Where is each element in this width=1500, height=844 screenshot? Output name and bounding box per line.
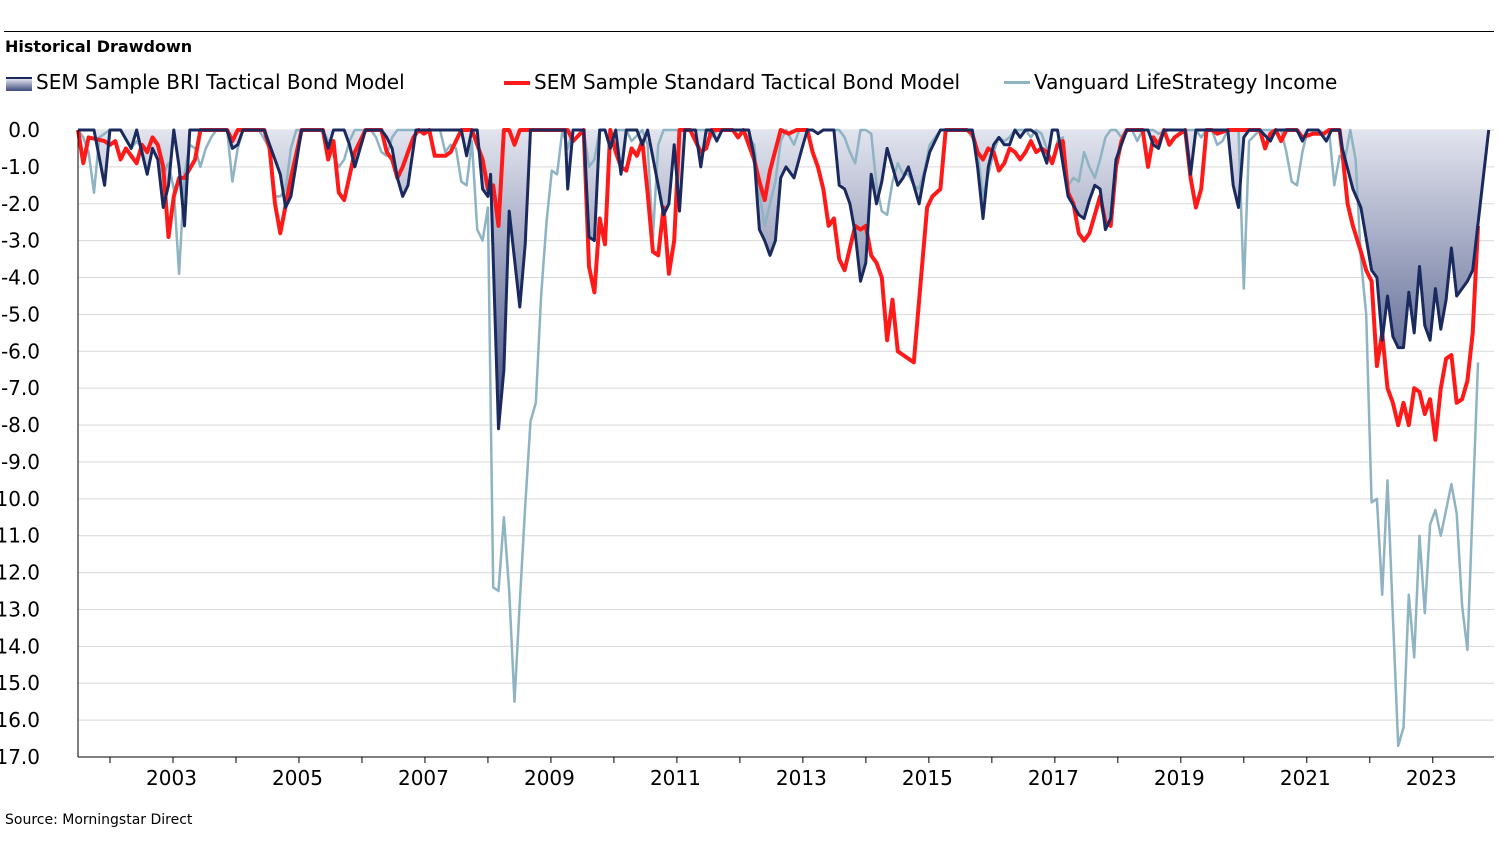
y-tick-label: -14.0 bbox=[0, 634, 40, 658]
y-tick-label: -1.0 bbox=[1, 155, 40, 179]
area-layer bbox=[78, 130, 1489, 429]
y-tick-label: -11.0 bbox=[0, 524, 40, 548]
y-tick-label: -5.0 bbox=[1, 302, 40, 326]
y-tick-label: -10.0 bbox=[0, 487, 40, 511]
y-tick-label: -4.0 bbox=[1, 266, 40, 290]
y-tick-label: -6.0 bbox=[1, 339, 40, 363]
x-tick-label: 2023 bbox=[1406, 766, 1457, 790]
series-line-standard bbox=[76, 128, 1480, 442]
source-note: Source: Morningstar Direct bbox=[5, 812, 193, 828]
x-tick-label: 2013 bbox=[776, 766, 827, 790]
series-area-bri-fill bbox=[78, 130, 1489, 429]
x-axis-ticks: 2003 2005 2007 2009 2011 2013 2015 2017 2019 2021… bbox=[109, 757, 1457, 790]
y-tick-label: -12.0 bbox=[0, 561, 40, 585]
y-tick-label: -3.0 bbox=[1, 229, 40, 253]
legend-label-vanguard: Vanguard LifeStrategy Income bbox=[1034, 70, 1338, 94]
y-tick-label: -17.0 bbox=[0, 745, 40, 769]
y-tick-label: 0.0 bbox=[8, 118, 40, 142]
x-tick-label: 2017 bbox=[1028, 766, 1079, 790]
y-tick-label: -9.0 bbox=[1, 450, 40, 474]
y-tick-label: -2.0 bbox=[1, 192, 40, 216]
gridlines bbox=[78, 129, 1494, 758]
legend-label-standard: SEM Sample Standard Tactical Bond Model bbox=[534, 70, 961, 94]
y-tick-label: -8.0 bbox=[1, 413, 40, 437]
legend-swatch-standard bbox=[504, 81, 530, 85]
axes bbox=[77, 130, 1494, 758]
x-tick-label: 2003 bbox=[146, 766, 197, 790]
y-tick-label: -13.0 bbox=[0, 597, 40, 621]
x-tick-label: 2009 bbox=[524, 766, 575, 790]
legend-swatch-bri bbox=[6, 77, 32, 91]
x-tick-label: 2021 bbox=[1280, 766, 1331, 790]
y-tick-label: -15.0 bbox=[0, 671, 40, 695]
line-layer bbox=[76, 128, 1491, 748]
top-rule bbox=[4, 31, 1494, 32]
x-tick-label: 2005 bbox=[272, 766, 323, 790]
y-tick-label: -16.0 bbox=[0, 708, 40, 732]
x-tick-label: 2007 bbox=[398, 766, 449, 790]
y-tick-label: -7.0 bbox=[1, 376, 40, 400]
x-tick-label: 2011 bbox=[650, 766, 701, 790]
y-axis-ticks: 0.0 -1.0 -2.0 -3.0 -4.0 -5.0 -6.0 -7.0 -8.0 -9.0 -… bbox=[0, 118, 40, 769]
x-tick-label: 2015 bbox=[902, 766, 953, 790]
series-line-bri bbox=[78, 128, 1491, 431]
x-tick-label: 2019 bbox=[1154, 766, 1205, 790]
legend-swatch-vanguard bbox=[1004, 81, 1030, 84]
legend-label-bri: SEM Sample BRI Tactical Bond Model bbox=[36, 70, 405, 94]
chart-title: Historical Drawdown bbox=[5, 37, 193, 56]
